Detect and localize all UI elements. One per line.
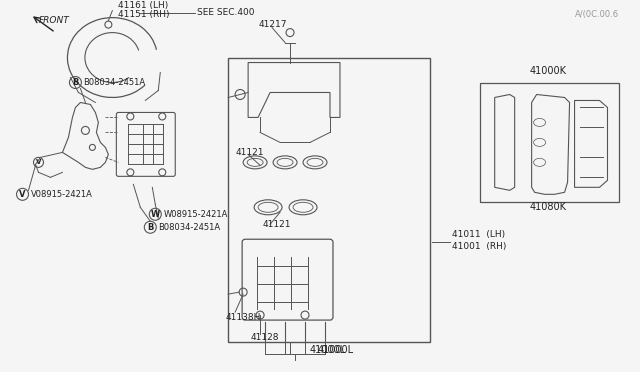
Text: A/(0C.00.6: A/(0C.00.6 bbox=[575, 10, 620, 19]
Text: V: V bbox=[19, 190, 26, 199]
Text: 41161 (LH): 41161 (LH) bbox=[118, 1, 168, 10]
Text: 41151 (RH): 41151 (RH) bbox=[118, 10, 170, 19]
Text: 41000L: 41000L bbox=[318, 345, 354, 355]
Text: 41121: 41121 bbox=[262, 220, 291, 229]
Text: B08034-2451A: B08034-2451A bbox=[158, 223, 220, 232]
Text: V08915-2421A: V08915-2421A bbox=[31, 190, 92, 199]
Text: V: V bbox=[36, 159, 41, 166]
Text: 41001  (RH): 41001 (RH) bbox=[452, 242, 506, 251]
Text: 41138H: 41138H bbox=[225, 312, 260, 322]
Text: 41011  (LH): 41011 (LH) bbox=[452, 230, 505, 239]
Text: FRONT: FRONT bbox=[38, 16, 69, 25]
Text: W08915-2421A: W08915-2421A bbox=[163, 210, 228, 219]
Text: 41217: 41217 bbox=[258, 20, 287, 29]
Text: SEE SEC.400: SEE SEC.400 bbox=[197, 8, 255, 17]
Text: 41080K: 41080K bbox=[529, 202, 566, 212]
Text: 41121: 41121 bbox=[235, 148, 264, 157]
Text: 41000L: 41000L bbox=[310, 345, 346, 355]
Text: W: W bbox=[150, 210, 160, 219]
Text: B: B bbox=[72, 78, 79, 87]
Text: 41000K: 41000K bbox=[529, 65, 566, 76]
Text: B08034-2451A: B08034-2451A bbox=[83, 78, 145, 87]
Text: B: B bbox=[147, 223, 154, 232]
Bar bbox=[228, 58, 430, 342]
Bar bbox=[480, 83, 620, 202]
Text: 41128: 41128 bbox=[250, 333, 278, 341]
